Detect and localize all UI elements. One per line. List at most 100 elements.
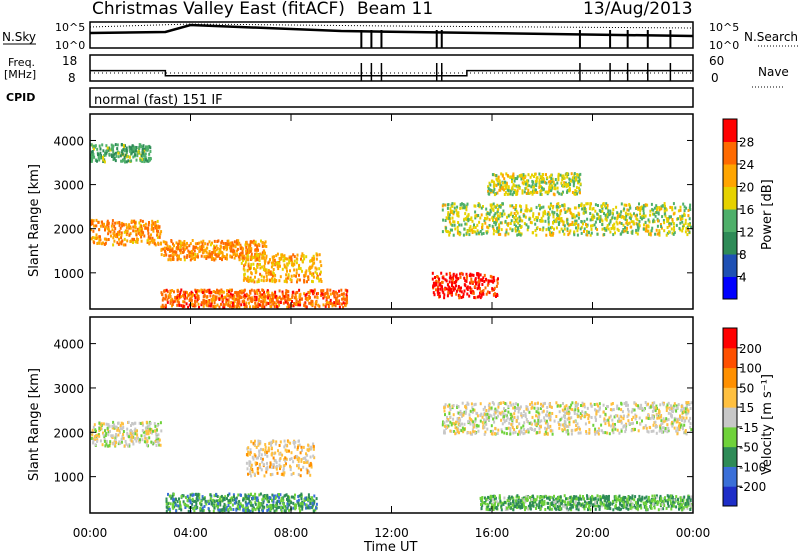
data-cell [176, 289, 179, 293]
data-cell [576, 233, 579, 237]
data-cell [156, 229, 158, 233]
data-cell [548, 213, 551, 217]
data-cell [505, 427, 508, 431]
data-cell [191, 239, 194, 242]
data-cell [237, 239, 240, 243]
data-cell [114, 221, 117, 225]
data-cell [637, 429, 640, 433]
data-cell [215, 253, 217, 257]
data-cell [464, 222, 467, 226]
data-cell [274, 290, 277, 294]
data-cell [342, 292, 345, 296]
data-cell [268, 294, 271, 298]
data-cell [501, 430, 504, 434]
data-cell [258, 454, 261, 458]
data-cell [145, 147, 148, 151]
data-cell [300, 497, 303, 501]
data-cell [282, 301, 285, 305]
data-cell [449, 291, 452, 295]
data-cell [510, 175, 513, 179]
data-cell [183, 300, 186, 304]
data-cell [262, 501, 265, 505]
data-cell [489, 208, 492, 212]
data-cell [462, 203, 465, 206]
data-cell [540, 178, 543, 182]
data-cell [434, 276, 436, 279]
data-cell [270, 265, 273, 269]
data-cell [120, 236, 123, 240]
data-cell [200, 254, 203, 258]
data-cell [568, 417, 571, 421]
data-cell [288, 261, 291, 265]
data-cell [505, 228, 508, 232]
data-cell [632, 415, 635, 419]
data-cell [240, 296, 243, 300]
data-cell [250, 288, 253, 292]
data-cell [586, 217, 589, 221]
data-cell [631, 408, 634, 411]
data-cell [652, 208, 655, 212]
data-cell [448, 220, 451, 224]
data-cell [92, 219, 95, 223]
data-cell [309, 301, 312, 305]
data-cell [153, 242, 156, 246]
data-cell [139, 158, 142, 162]
data-cell [320, 293, 323, 297]
data-cell [141, 438, 144, 442]
data-cell [528, 191, 531, 195]
data-cell [447, 230, 449, 234]
data-cell [666, 430, 669, 434]
data-cell [679, 221, 682, 225]
data-cell [127, 420, 130, 424]
data-cell [196, 299, 199, 303]
data-cell [460, 286, 462, 290]
data-cell [455, 289, 458, 293]
data-cell [565, 185, 568, 189]
data-cell [285, 280, 288, 284]
data-cell [132, 422, 135, 426]
data-cell [143, 234, 146, 238]
data-cell [171, 505, 174, 509]
data-cell [483, 418, 485, 422]
data-cell [258, 462, 261, 466]
data-cell [448, 233, 451, 237]
data-cell [455, 431, 458, 435]
data-cell [249, 291, 252, 295]
data-cell [180, 288, 183, 292]
data-cell [297, 466, 300, 470]
data-cell [507, 223, 510, 227]
data-cell [547, 205, 550, 209]
data-cell [317, 276, 320, 280]
data-cell [644, 227, 647, 231]
data-cell [272, 494, 275, 498]
data-cell [279, 467, 281, 471]
data-cell [285, 444, 288, 448]
data-cell [132, 241, 134, 244]
data-cell [456, 417, 459, 420]
data-cell [169, 301, 172, 305]
data-cell [441, 285, 443, 289]
data-cell [153, 441, 156, 445]
data-cell [140, 239, 143, 243]
data-cell [279, 301, 282, 304]
data-cell [622, 223, 625, 227]
data-cell [272, 463, 275, 467]
data-cell [286, 263, 289, 267]
data-cell [589, 233, 592, 237]
data-cell [155, 444, 158, 447]
data-cell [266, 278, 269, 282]
data-cell [465, 404, 468, 407]
data-cell [278, 493, 280, 496]
data-cell [192, 507, 195, 511]
data-cell [141, 429, 144, 432]
data-cell [121, 221, 124, 225]
frequency-trace [90, 69, 693, 77]
data-cell [305, 503, 308, 507]
data-cell [548, 186, 551, 190]
data-cell [184, 506, 187, 509]
data-cell [196, 498, 199, 502]
data-cell [263, 264, 266, 268]
data-cell [553, 193, 556, 197]
data-cell [256, 304, 259, 308]
data-cell [233, 294, 236, 298]
